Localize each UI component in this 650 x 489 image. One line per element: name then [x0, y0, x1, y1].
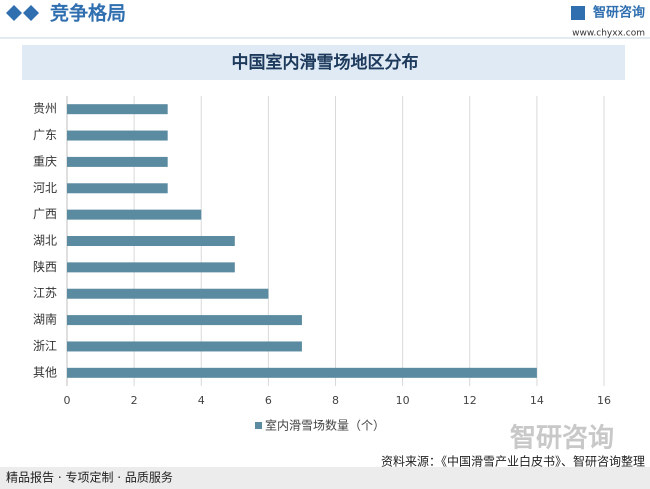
- x-tick-label: 2: [131, 394, 138, 407]
- bar: [67, 104, 168, 115]
- x-tick-label: 4: [198, 394, 205, 407]
- title-band: [22, 45, 625, 80]
- bar: [67, 130, 168, 141]
- legend-swatch: [255, 422, 262, 429]
- bar: [67, 156, 168, 167]
- x-tick-label: 0: [64, 394, 71, 407]
- bar: [67, 209, 202, 220]
- chart: 0 2 4 6 8 10 12 14 16 贵州广东重庆河北广西湖北陕西江苏湖南浙江其他室内滑雪场…: [33, 96, 611, 433]
- y-tick-label: 浙江: [33, 339, 57, 353]
- y-tick-label: 湖北: [33, 233, 57, 248]
- y-tick-label: 湖南: [33, 312, 57, 327]
- x-tick-label: 14: [530, 394, 544, 407]
- chart-title: 中国室内滑雪场地区分布: [232, 52, 419, 73]
- header-icon: [23, 5, 39, 21]
- bar: [67, 288, 269, 299]
- x-tick-label: 16: [597, 394, 611, 407]
- x-tick-label: 6: [265, 394, 272, 407]
- y-tick-label: 河北: [33, 181, 57, 195]
- logo-icon: [571, 6, 585, 20]
- y-tick-label: 江苏: [33, 286, 57, 300]
- bar: [67, 341, 302, 352]
- footer-band: [0, 467, 650, 489]
- x-tick-label: 8: [332, 394, 339, 407]
- bar: [67, 367, 537, 378]
- logo-text: 智研咨询: [593, 5, 645, 21]
- logo-url: www.chyxx.com: [572, 29, 645, 39]
- y-tick-label: 重庆: [33, 154, 57, 168]
- bar: [67, 236, 235, 246]
- footer-slogan: 精品报告 · 专项定制 · 品质服务: [6, 470, 173, 485]
- bar: [67, 315, 302, 326]
- header-title: 竞争格局: [50, 2, 126, 25]
- y-tick-label: 陕西: [33, 259, 57, 274]
- header-icon: [6, 5, 22, 21]
- watermark-logo: 智研咨询: [510, 423, 614, 454]
- bar: [67, 183, 168, 194]
- y-tick-label: 贵州: [33, 102, 57, 116]
- y-tick-label: 广西: [33, 207, 57, 221]
- y-tick-label: 其他: [33, 365, 57, 379]
- source-note: 资料来源：《中国滑雪产业白皮书》、智研咨询整理: [381, 454, 645, 469]
- bar: [67, 262, 235, 273]
- x-tick-label: 12: [463, 394, 477, 407]
- legend-label: 室内滑雪场数量（个）: [265, 418, 385, 433]
- y-tick-label: 广东: [33, 128, 57, 142]
- x-tick-label: 10: [396, 394, 410, 407]
